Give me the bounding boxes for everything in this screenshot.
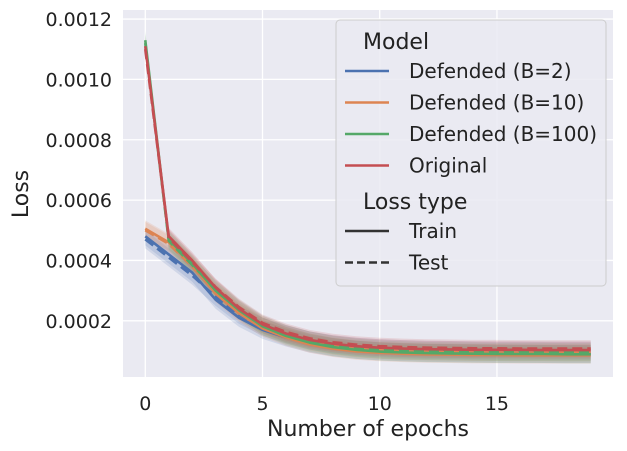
- y-tick-label: 0.0008: [46, 130, 112, 152]
- y-tick-label: 0.0004: [46, 250, 112, 272]
- y-axis-label: Loss: [9, 170, 34, 218]
- series-line-test: [144, 238, 591, 352]
- x-tick-label: 5: [256, 393, 268, 415]
- y-tick-label: 0.0010: [46, 69, 112, 91]
- legend-label: Defended (B=10): [409, 91, 584, 115]
- band-train: [145, 227, 591, 364]
- legend-style-entries: Train Test: [345, 219, 457, 275]
- x-tick-labels: 0 5 10 15: [139, 393, 509, 415]
- legend-title-model: Model: [363, 30, 429, 55]
- y-tick-label: 0.0002: [46, 311, 112, 333]
- y-tick-label: 0.0012: [46, 9, 112, 31]
- series-line-test: [143, 49, 591, 350]
- legend-label: Original: [409, 154, 487, 178]
- x-tick-label: 10: [368, 393, 392, 415]
- y-tick-labels: 0.0002 0.0004 0.0006 0.0008 0.0010 0.0012: [46, 9, 112, 333]
- legend-style-label: Train: [408, 219, 457, 243]
- x-tick-label: 15: [485, 393, 509, 415]
- legend-model-entries: Defended (B=2) Defended (B=10) Defended (B…: [345, 59, 597, 178]
- legend: Model Defended (B=2)Defended (B=10)Defen…: [335, 19, 607, 287]
- legend-label: Defended (B=2): [409, 59, 572, 83]
- y-tick-label: 0.0006: [46, 190, 112, 212]
- legend-label: Defended (B=100): [409, 122, 597, 146]
- x-tick-label: 0: [139, 393, 151, 415]
- series-lines: [143, 40, 591, 357]
- legend-title-loss-type: Loss type: [363, 190, 467, 215]
- x-axis-label: Number of epochs: [267, 417, 469, 442]
- legend-style-label: Test: [408, 251, 449, 275]
- legend-frame: [335, 19, 607, 287]
